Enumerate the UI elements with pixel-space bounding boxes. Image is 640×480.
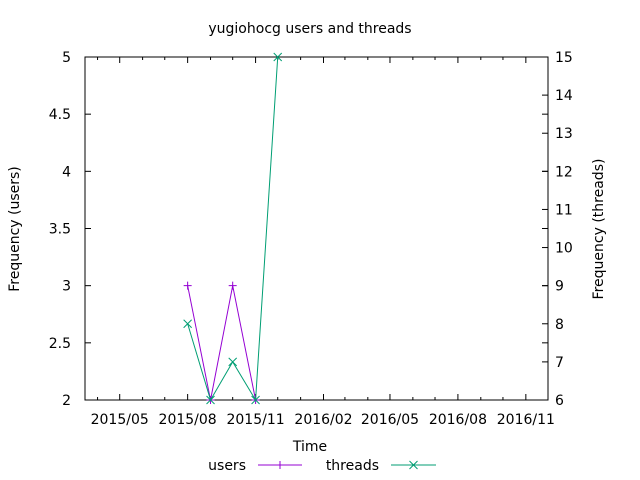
y-tick-label: 3 [62, 279, 71, 295]
users-series-line [187, 285, 257, 401]
threads-point [228, 357, 238, 367]
y-tick-label: 5 [62, 50, 71, 66]
series-layer [183, 52, 283, 405]
x-axis-label: Time [292, 439, 327, 455]
y2-tick-label: 13 [555, 126, 573, 142]
y2-tick-label: 14 [555, 88, 573, 104]
legend-label-users: users [208, 458, 246, 474]
legend: users threads [208, 458, 436, 474]
y2-axis-label: Frequency (threads) [591, 159, 607, 300]
y2-tick-label: 8 [555, 317, 564, 333]
users-point [183, 281, 192, 290]
legend-marker-threads [409, 460, 418, 470]
y-tick-label: 2 [62, 393, 71, 409]
y2-tick-label: 6 [555, 393, 564, 409]
y2-tick-label: 12 [555, 164, 573, 180]
legend-marker-users [276, 461, 284, 469]
y-tick-label: 3.5 [49, 222, 71, 238]
plot-frame [84, 56, 549, 401]
x-tick-label: 2015/11 [226, 412, 284, 428]
y2-tick-label: 15 [555, 50, 573, 66]
y-tick-label: 2.5 [49, 336, 71, 352]
threads-point [183, 319, 192, 329]
x-tick-label: 2015/08 [159, 412, 217, 428]
y2-tick-label: 7 [555, 355, 564, 371]
x-tick-label: 2016/02 [294, 412, 352, 428]
x-tick-label: 2016/05 [361, 412, 419, 428]
y2-tick-label: 11 [555, 202, 573, 218]
axes-layer: 2 2.5 3 3.5 4 4.5 5 6 7 8 9 10 11 12 13 14 15 2015/05 2015… [49, 50, 573, 428]
x-tick-label: 2016/11 [497, 412, 555, 428]
y-tick-label: 4 [62, 164, 71, 180]
chart-title: yugiohocg users and threads [208, 21, 411, 37]
threads-series-line [187, 56, 279, 402]
y2-tick-label: 10 [555, 241, 573, 257]
users-point [228, 281, 237, 290]
y2-tick-label: 9 [555, 279, 564, 295]
y-axis-label: Frequency (users) [7, 166, 23, 292]
x-tick-label: 2016/08 [429, 412, 487, 428]
y-tick-label: 4.5 [49, 107, 71, 123]
x-tick-label: 2015/05 [91, 412, 149, 428]
threads-point [206, 395, 215, 405]
threads-point [251, 395, 260, 405]
threads-point [273, 52, 283, 62]
legend-label-threads: threads [326, 458, 379, 474]
